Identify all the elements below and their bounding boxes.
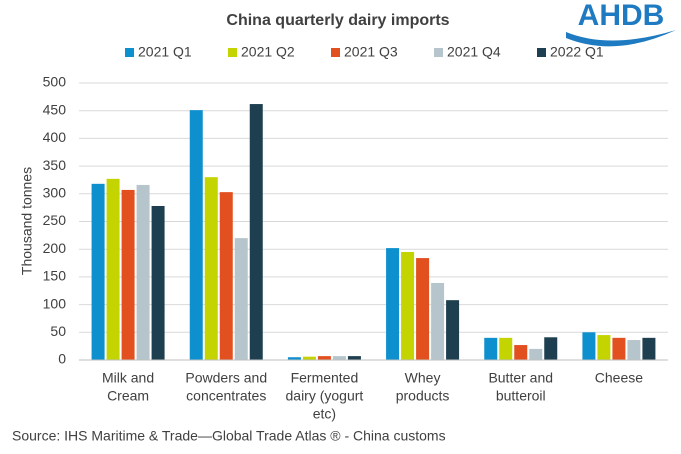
legend-label: 2022 Q1 xyxy=(550,44,604,60)
bar xyxy=(597,335,611,360)
legend-swatch xyxy=(331,48,340,57)
y-tick-label: 450 xyxy=(43,101,67,117)
legend-label: 2021 Q1 xyxy=(138,44,192,60)
x-tick-label: Whey xyxy=(405,370,441,386)
x-tick-label: Cream xyxy=(107,388,149,404)
bar xyxy=(484,337,498,360)
source-note: Source: IHS Maritime & Trade—Global Trad… xyxy=(12,428,446,444)
bar xyxy=(582,332,596,360)
bar xyxy=(431,282,445,360)
legend-swatch xyxy=(228,48,237,57)
bar xyxy=(544,337,558,360)
bar xyxy=(287,357,301,360)
bar xyxy=(529,348,543,360)
bar xyxy=(642,337,656,360)
x-tick-label: Butter and xyxy=(488,370,553,386)
legend-label: 2021 Q3 xyxy=(344,44,398,60)
x-tick-label: Milk and xyxy=(102,370,154,386)
x-tick-label: butteroil xyxy=(496,388,546,404)
y-tick-label: 100 xyxy=(43,295,67,311)
bar xyxy=(416,258,430,360)
bar xyxy=(332,356,346,360)
logo-swoosh xyxy=(566,30,676,47)
bar xyxy=(91,183,105,360)
bar xyxy=(347,356,361,360)
y-tick-label: 500 xyxy=(43,74,67,90)
bar xyxy=(499,337,513,360)
bar xyxy=(514,345,528,360)
bar xyxy=(219,192,233,360)
x-tick-label: products xyxy=(396,388,450,404)
bar xyxy=(401,251,415,360)
bar xyxy=(136,184,150,360)
bar xyxy=(446,300,460,360)
x-tick-label: Fermented xyxy=(291,370,359,386)
x-tick-label: Powders and xyxy=(185,370,267,386)
chart-title: China quarterly dairy imports xyxy=(226,12,449,29)
legend-swatch xyxy=(434,48,443,57)
legend-swatch xyxy=(537,48,546,57)
bar xyxy=(106,178,120,360)
y-tick-label: 350 xyxy=(43,157,67,173)
bar xyxy=(249,104,263,360)
y-tick-label: 400 xyxy=(43,129,67,145)
x-tick-label: dairy (yogurt xyxy=(286,388,364,404)
x-tick-label: concentrates xyxy=(186,388,266,404)
bar xyxy=(612,337,626,360)
legend-label: 2021 Q4 xyxy=(447,44,501,60)
y-tick-label: 200 xyxy=(43,240,67,256)
bar xyxy=(302,356,316,360)
y-tick-label: 250 xyxy=(43,212,67,228)
bar xyxy=(627,340,641,360)
bar xyxy=(234,238,248,360)
y-tick-label: 300 xyxy=(43,185,67,201)
bar xyxy=(386,248,400,360)
logo: AHDB xyxy=(578,0,665,32)
bar xyxy=(204,177,218,360)
bar xyxy=(151,205,165,360)
x-tick-label: Cheese xyxy=(595,370,643,386)
bar xyxy=(317,356,331,360)
x-tick-label: etc) xyxy=(313,406,336,422)
y-tick-label: 0 xyxy=(58,351,66,367)
bar xyxy=(121,189,135,360)
y-axis-label: Thousand tonnes xyxy=(19,167,35,275)
y-tick-label: 150 xyxy=(43,268,67,284)
legend-swatch xyxy=(125,48,134,57)
y-tick-label: 50 xyxy=(50,323,66,339)
legend-label: 2021 Q2 xyxy=(241,44,295,60)
bar xyxy=(189,110,203,360)
